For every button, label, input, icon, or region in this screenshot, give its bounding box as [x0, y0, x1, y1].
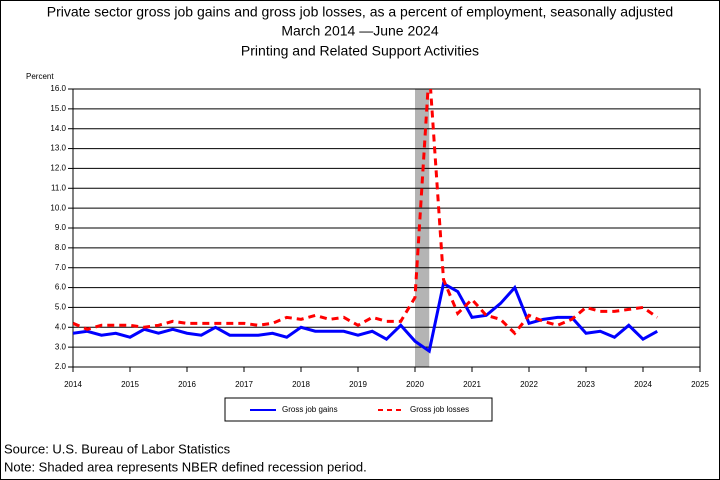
- series-group: [73, 89, 659, 354]
- y-tick-label: 5.0: [55, 303, 67, 312]
- plot-frame: [72, 88, 701, 368]
- y-tick-label: 8.0: [55, 243, 67, 252]
- source-note: Source: U.S. Bureau of Labor Statistics: [4, 441, 231, 456]
- recession-note: Note: Shaded area represents NBER define…: [4, 459, 367, 474]
- y-tick-label: 12.0: [50, 164, 66, 173]
- series-line: [73, 281, 658, 354]
- x-tick-label: 2014: [64, 380, 82, 389]
- x-tick-label: 2025: [691, 380, 709, 389]
- y-tick-label: 14.0: [50, 124, 66, 133]
- chart-subtitle-2: Printing and Related Support Activities: [241, 43, 479, 59]
- x-tick-label: 2016: [178, 380, 196, 389]
- y-tick-label: 6.0: [55, 283, 67, 292]
- y-tick-label: 13.0: [50, 144, 66, 153]
- x-tick-label: 2020: [406, 380, 424, 389]
- x-tick-label: 2017: [235, 380, 253, 389]
- y-tick-label: 9.0: [55, 223, 67, 232]
- x-tick-label: 2021: [463, 380, 481, 389]
- y-tick-label: 16.0: [50, 84, 66, 93]
- y-tick-label: 2.0: [55, 362, 67, 371]
- x-tick-label: 2022: [520, 380, 538, 389]
- legend-label: Gross job losses: [410, 405, 469, 414]
- y-axis-label: Percent: [26, 72, 54, 81]
- y-tick-label: 11.0: [51, 183, 67, 192]
- series-line: [73, 89, 659, 336]
- y-tick-label: 10.0: [50, 203, 66, 212]
- legend-label: Gross job gains: [282, 405, 338, 414]
- x-tick-label: 2023: [577, 380, 595, 389]
- chart-subtitle: March 2014 —June 2024: [281, 23, 438, 39]
- x-tick-label: 2015: [121, 380, 139, 389]
- y-tick-label: 4.0: [55, 322, 67, 331]
- y-tick-label: 3.0: [55, 342, 67, 351]
- chart-title: Private sector gross job gains and gross…: [47, 4, 673, 20]
- y-tick-label: 15.0: [50, 104, 66, 113]
- x-tick-label: 2019: [349, 380, 367, 389]
- x-tick-label: 2024: [634, 380, 652, 389]
- y-tick-label: 7.0: [55, 263, 67, 272]
- x-tick-label: 2018: [292, 380, 310, 389]
- legend-box: [224, 397, 493, 422]
